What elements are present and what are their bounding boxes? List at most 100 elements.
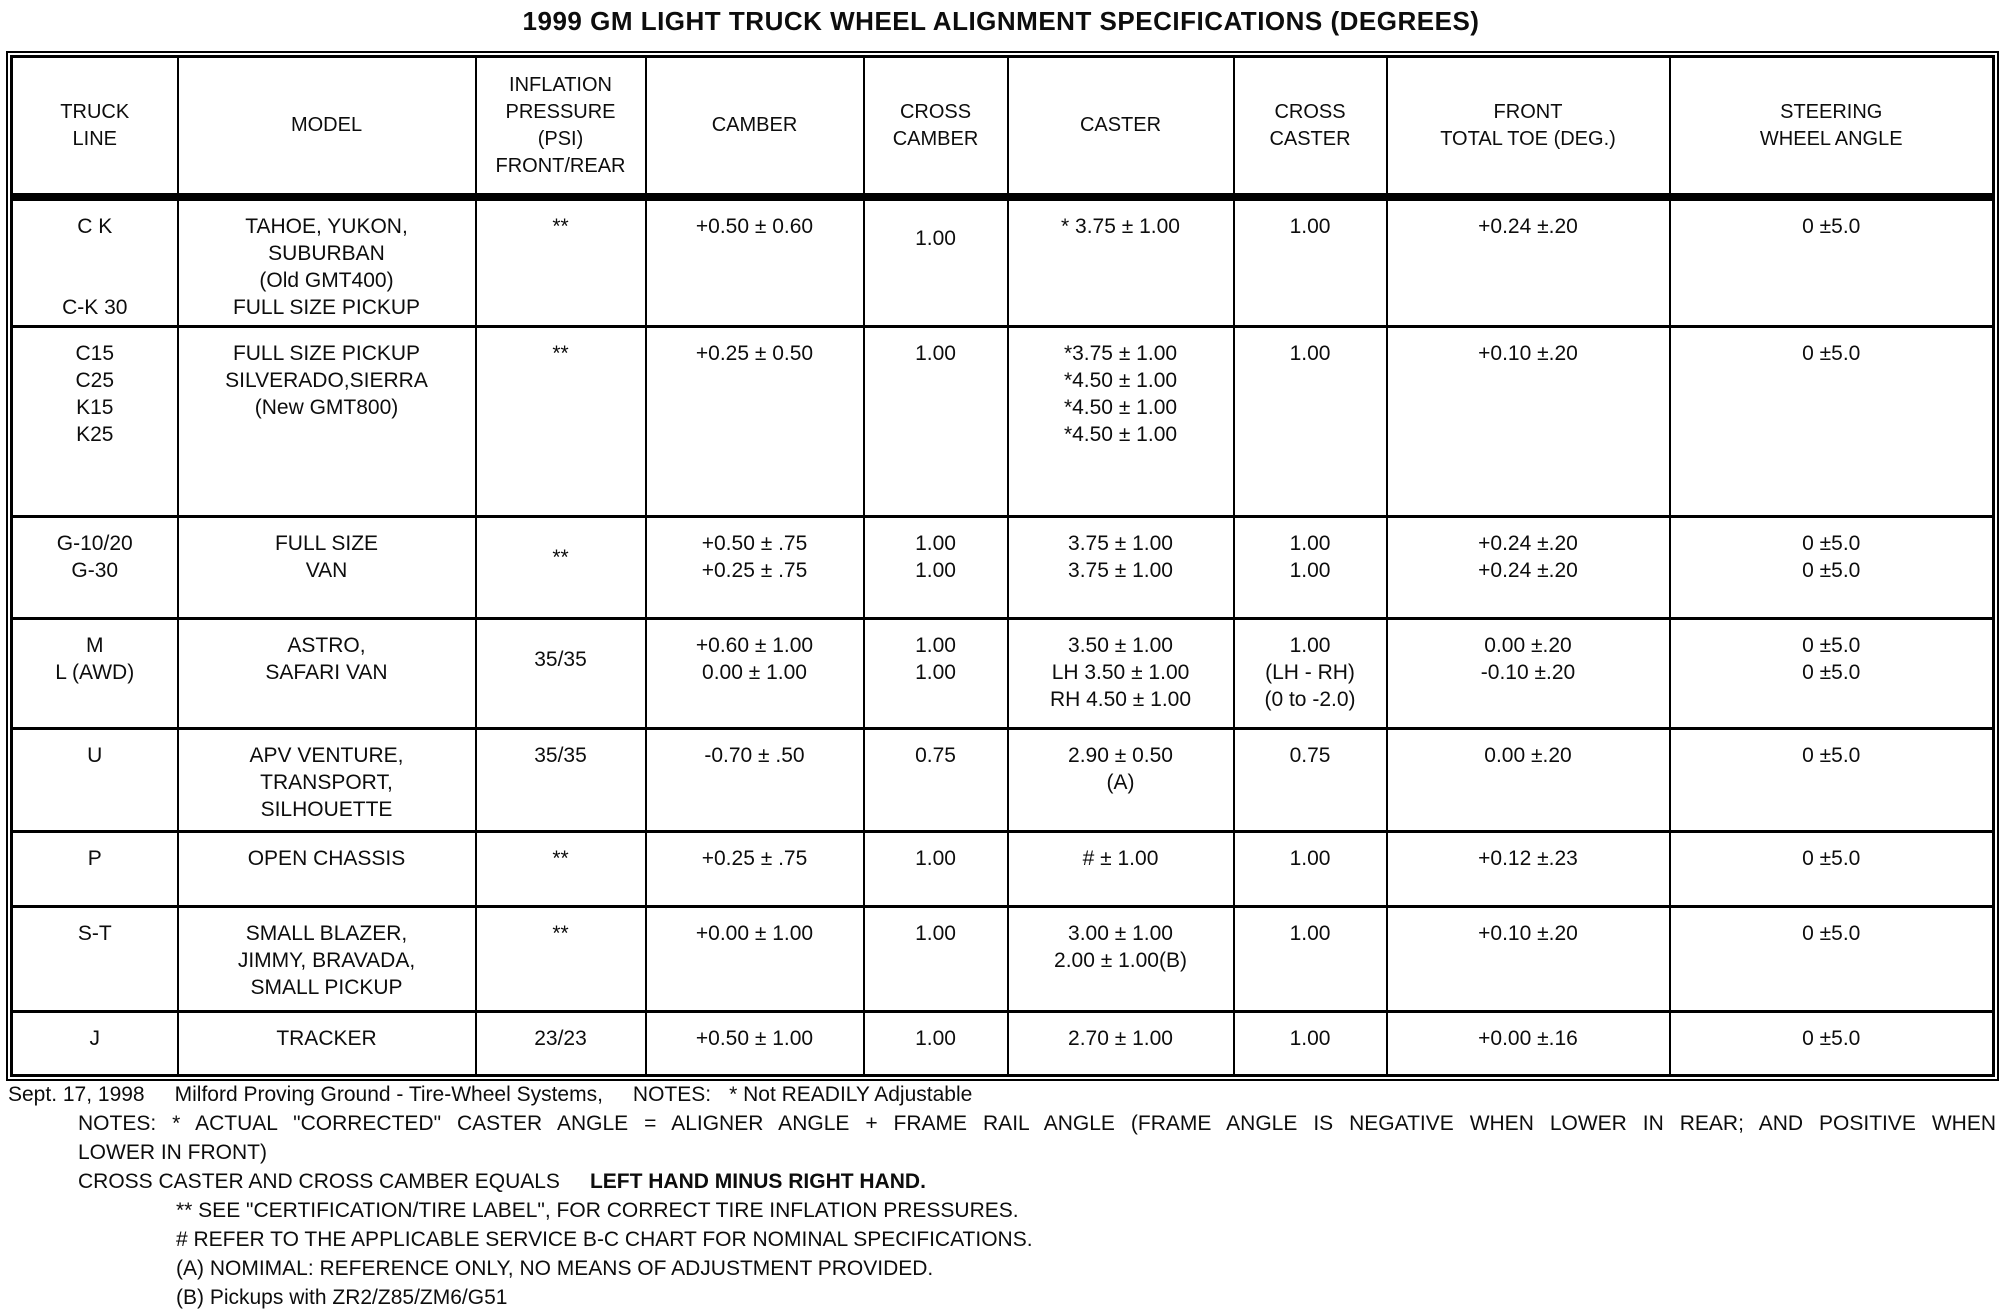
cell-cross-caster: 0.75 [1232, 727, 1388, 833]
cell-front-total-toe: +0.24 ±.20 [1385, 195, 1671, 328]
note-double-asterisk: ** SEE "CERTIFICATION/TIRE LABEL", FOR C… [176, 1199, 1019, 1222]
cell-model: TAHOE, YUKON, SUBURBAN (Old GMT400) FULL… [176, 195, 477, 328]
cell-truck-line: M L (AWD) [10, 617, 179, 730]
note-cross-equals: CROSS CASTER AND CROSS CAMBER EQUALS LEFT… [8, 1167, 1998, 1196]
cell-inflation: ** [474, 830, 647, 908]
cell-steering-wheel-angle: 0 ±5.0 [1668, 325, 1995, 518]
cell-steering-wheel-angle: 0 ±5.0 [1668, 727, 1995, 833]
table-row: U APV VENTURE, TRANSPORT, SILHOUETTE 35/… [10, 727, 1995, 833]
cell-steering-wheel-angle: 0 ±5.0 [1668, 1010, 1995, 1077]
cell-steering-wheel-angle: 0 ±5.0 [1668, 195, 1995, 328]
header-model: MODEL [176, 55, 477, 201]
note-line-date-source: Sept. 17, 1998 Milford Proving Ground - T… [8, 1080, 1998, 1109]
cell-camber: +0.50 ± 1.00 [644, 1010, 865, 1077]
cell-cross-caster: 1.00 (LH - RH) (0 to -2.0) [1232, 617, 1388, 730]
cell-inflation: 35/35 [474, 617, 647, 730]
cell-truck-line: P [10, 830, 179, 908]
cell-cross-camber: 1.00 [862, 325, 1009, 518]
cell-model: TRACKER [176, 1010, 477, 1077]
note-caster-angle-1: NOTES: * ACTUAL "CORRECTED" CASTER ANGLE… [78, 1112, 1996, 1135]
cell-truck-line: G-10/20 G-30 [10, 515, 179, 620]
table-row: J TRACKER 23/23 +0.50 ± 1.00 1.00 2.70 ±… [10, 1010, 1995, 1077]
cell-cross-caster: 1.00 [1232, 1010, 1388, 1077]
table-row: C K C-K 30 TAHOE, YUKON, SUBURBAN (Old G… [10, 195, 1995, 328]
cell-caster: *3.75 ± 1.00 *4.50 ± 1.00 *4.50 ± 1.00 *… [1006, 325, 1235, 518]
cell-cross-camber: 1.00 [862, 1010, 1009, 1077]
cell-camber: +0.25 ± .75 [644, 830, 865, 908]
table-row: P OPEN CHASSIS ** +0.25 ± .75 1.00 # ± 1… [10, 830, 1995, 908]
cell-model: SMALL BLAZER, JIMMY, BRAVADA, SMALL PICK… [176, 905, 477, 1013]
cell-inflation: ** [474, 195, 647, 328]
cell-cross-caster: 1.00 [1232, 830, 1388, 908]
cell-camber: +0.25 ± 0.50 [644, 325, 865, 518]
cell-cross-camber: 1.00 [862, 830, 1009, 908]
note-asterisk: * Not READILY Adjustable [729, 1083, 973, 1106]
table-header-row: TRUCK LINE MODEL INFLATION PRESSURE (PSI… [10, 55, 1995, 201]
cell-caster: # ± 1.00 [1006, 830, 1235, 908]
cell-camber: -0.70 ± .50 [644, 727, 865, 833]
cell-inflation: ** [474, 325, 647, 518]
note-a: (A) NOMIMAL: REFERENCE ONLY, NO MEANS OF… [176, 1257, 934, 1280]
table-row: C15 C25 K15 K25 FULL SIZE PICKUP SILVERA… [10, 325, 1995, 518]
cell-caster: 3.75 ± 1.00 3.75 ± 1.00 [1006, 515, 1235, 620]
cell-model: APV VENTURE, TRANSPORT, SILHOUETTE [176, 727, 477, 833]
header-cross-caster: CROSS CASTER [1232, 55, 1388, 201]
cell-front-total-toe: +0.00 ±.16 [1385, 1010, 1671, 1077]
cell-caster: 3.50 ± 1.00 LH 3.50 ± 1.00 RH 4.50 ± 1.0… [1006, 617, 1235, 730]
alignment-spec-table: TRUCK LINE MODEL INFLATION PRESSURE (PSI… [6, 51, 1999, 1081]
note-caster-angle-2: LOWER IN FRONT) [78, 1141, 267, 1164]
cell-inflation: ** [474, 515, 647, 620]
cell-model: FULL SIZE VAN [176, 515, 477, 620]
cell-cross-caster: 1.00 [1232, 195, 1388, 328]
cell-steering-wheel-angle: 0 ±5.0 [1668, 830, 1995, 908]
header-truck-line: TRUCK LINE [10, 55, 179, 201]
cell-model: OPEN CHASSIS [176, 830, 477, 908]
cell-truck-line: C K C-K 30 [10, 195, 179, 328]
cell-front-total-toe: 0.00 ±.20 [1385, 727, 1671, 833]
cell-front-total-toe: +0.12 ±.23 [1385, 830, 1671, 908]
cell-steering-wheel-angle: 0 ±5.0 0 ±5.0 [1668, 515, 1995, 620]
cell-camber: +0.60 ± 1.00 0.00 ± 1.00 [644, 617, 865, 730]
header-steering-wheel-angle: STEERING WHEEL ANGLE [1668, 55, 1995, 201]
cell-caster: * 3.75 ± 1.00 [1006, 195, 1235, 328]
cell-inflation: ** [474, 905, 647, 1013]
cell-steering-wheel-angle: 0 ±5.0 [1668, 905, 1995, 1013]
cell-front-total-toe: +0.10 ±.20 [1385, 905, 1671, 1013]
cell-front-total-toe: +0.24 ±.20 +0.24 ±.20 [1385, 515, 1671, 620]
table-row: S-T SMALL BLAZER, JIMMY, BRAVADA, SMALL … [10, 905, 1995, 1013]
cell-truck-line: U [10, 727, 179, 833]
note-date: Sept. 17, 1998 [8, 1083, 145, 1106]
cell-camber: +0.50 ± 0.60 [644, 195, 865, 328]
cell-inflation: 35/35 [474, 727, 647, 833]
cell-cross-camber: 0.75 [862, 727, 1009, 833]
note-notes-label: NOTES: [632, 1083, 712, 1106]
cell-model: FULL SIZE PICKUP SILVERADO,SIERRA (New G… [176, 325, 477, 518]
note-cross-equals-text: CROSS CASTER AND CROSS CAMBER EQUALS [78, 1170, 560, 1193]
cell-truck-line: J [10, 1010, 179, 1077]
header-inflation-pressure: INFLATION PRESSURE (PSI) FRONT/REAR [474, 55, 647, 201]
cell-cross-caster: 1.00 1.00 [1232, 515, 1388, 620]
cell-caster: 3.00 ± 1.00 2.00 ± 1.00(B) [1006, 905, 1235, 1013]
header-caster: CASTER [1006, 55, 1235, 201]
table-row: M L (AWD) ASTRO, SAFARI VAN 35/35 +0.60 … [10, 617, 1995, 730]
cell-cross-camber: 1.00 [862, 195, 1009, 328]
cell-truck-line: S-T [10, 905, 179, 1013]
cell-steering-wheel-angle: 0 ±5.0 0 ±5.0 [1668, 617, 1995, 730]
note-lh-minus-rh: LEFT HAND MINUS RIGHT HAND. [589, 1170, 926, 1193]
header-cross-camber: CROSS CAMBER [862, 55, 1009, 201]
header-front-total-toe: FRONT TOTAL TOE (DEG.) [1385, 55, 1671, 201]
cell-model: ASTRO, SAFARI VAN [176, 617, 477, 730]
cell-cross-camber: 1.00 1.00 [862, 617, 1009, 730]
notes-section: Sept. 17, 1998 Milford Proving Ground - T… [8, 1080, 1998, 1312]
page-title: 1999 GM LIGHT TRUCK WHEEL ALIGNMENT SPEC… [522, 6, 1480, 36]
cell-front-total-toe: 0.00 ±.20 -0.10 ±.20 [1385, 617, 1671, 730]
cell-caster: 2.90 ± 0.50 (A) [1006, 727, 1235, 833]
cell-camber: +0.00 ± 1.00 [644, 905, 865, 1013]
cell-caster: 2.70 ± 1.00 [1006, 1010, 1235, 1077]
note-hash: # REFER TO THE APPLICABLE SERVICE B-C CH… [176, 1228, 1033, 1251]
cell-front-total-toe: +0.10 ±.20 [1385, 325, 1671, 518]
cell-camber: +0.50 ± .75 +0.25 ± .75 [644, 515, 865, 620]
cell-cross-caster: 1.00 [1232, 905, 1388, 1013]
note-source: Milford Proving Ground - Tire-Wheel Syst… [174, 1083, 603, 1106]
